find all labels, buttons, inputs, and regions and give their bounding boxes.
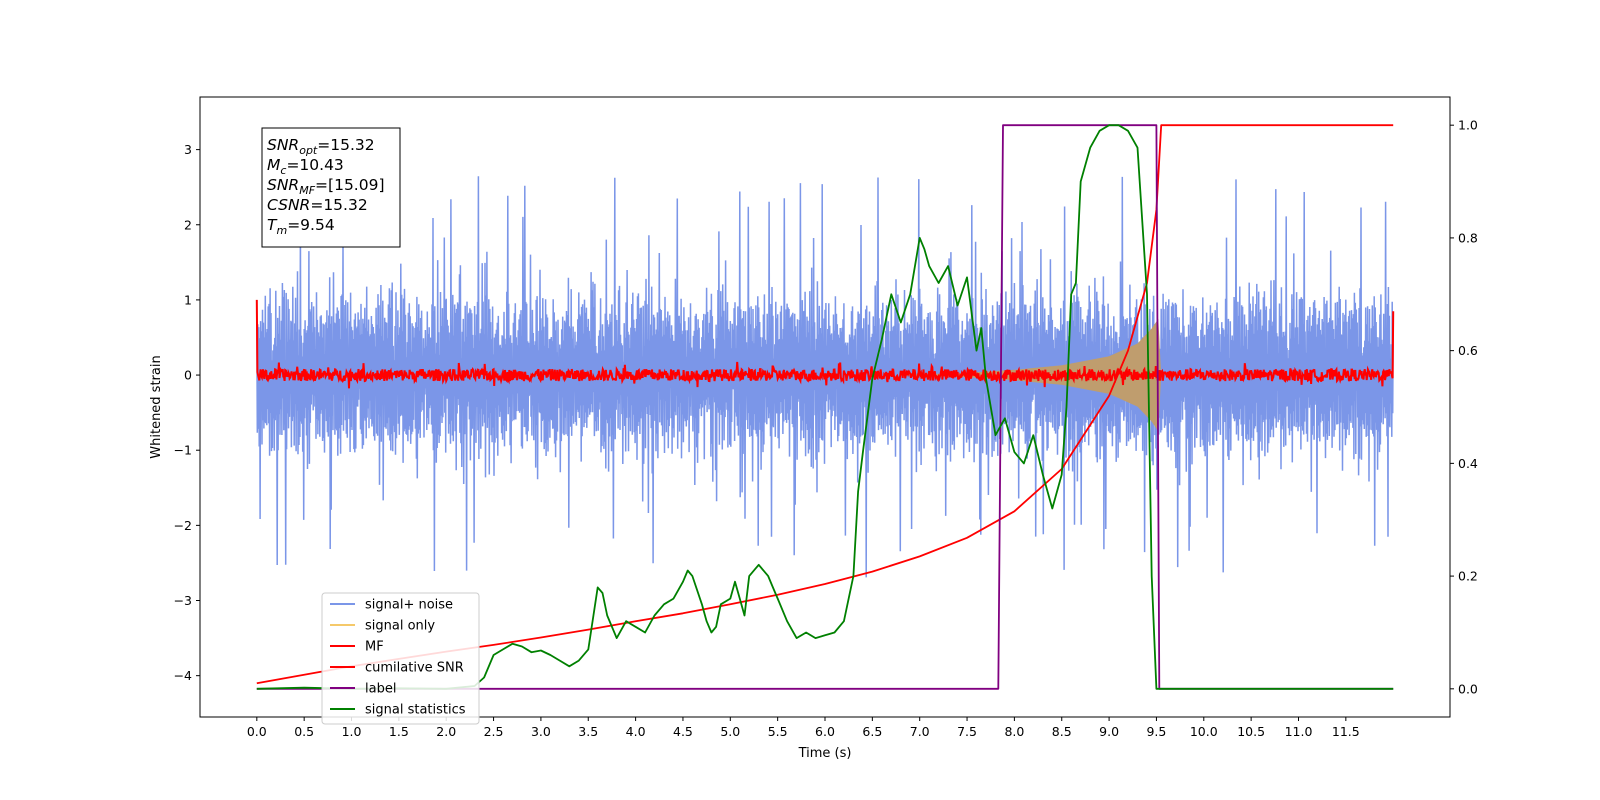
x-tick-label: 3.5 bbox=[578, 724, 598, 739]
annotation-frame bbox=[261, 127, 401, 248]
annotation-tm: Tm=9.54 bbox=[267, 216, 335, 237]
x-tick-label: 1.5 bbox=[389, 724, 409, 739]
y2-tick-label: 0.2 bbox=[1458, 569, 1478, 584]
y-tick-label: 0 bbox=[184, 368, 192, 383]
legend-label: MF bbox=[365, 640, 384, 655]
series-mf bbox=[255, 299, 1395, 389]
x-tick-label: 11.5 bbox=[1332, 724, 1360, 739]
legend: signal+ noise signal only MF cumilative SNR… bbox=[321, 592, 480, 725]
legend-label: cumilative SNR bbox=[365, 661, 464, 676]
y-axis-right: 0.0 0.2 0.4 0.6 0.8 1.0 bbox=[1450, 118, 1478, 696]
x-tick-label: 8.5 bbox=[1052, 724, 1072, 739]
y-tick-label: −4 bbox=[174, 668, 192, 683]
x-tick-label: 2.0 bbox=[436, 724, 456, 739]
legend-label: signal only bbox=[365, 619, 435, 634]
x-tick-label: 4.0 bbox=[626, 724, 646, 739]
x-tick-label: 5.5 bbox=[768, 724, 788, 739]
x-tick-label: 5.0 bbox=[720, 724, 740, 739]
x-axis: 0.0 0.5 1.0 1.5 2.0 2.5 3.0 3.5 4.0 4.5 5.0 5.5 6.0 6… bbox=[247, 717, 1360, 739]
annotation-snr_mf: SNRMF=[15.09] bbox=[267, 176, 385, 197]
x-tick-label: 3.0 bbox=[531, 724, 551, 739]
x-tick-label: 11.0 bbox=[1285, 724, 1313, 739]
legend-label: signal statistics bbox=[365, 703, 466, 718]
x-tick-label: 9.5 bbox=[1146, 724, 1166, 739]
x-tick-label: 1.0 bbox=[342, 724, 362, 739]
x-tick-label: 10.5 bbox=[1237, 724, 1265, 739]
y2-tick-label: 1.0 bbox=[1458, 118, 1478, 133]
legend-label: signal+ noise bbox=[365, 598, 453, 613]
annotation-csnr: CSNR=15.32 bbox=[267, 196, 368, 214]
x-axis-label: Time (s) bbox=[798, 746, 852, 761]
y-tick-label: 1 bbox=[184, 292, 192, 307]
y-tick-label: −3 bbox=[174, 593, 192, 608]
x-tick-label: 9.0 bbox=[1099, 724, 1119, 739]
legend-frame bbox=[321, 592, 480, 725]
x-tick-label: 7.0 bbox=[910, 724, 930, 739]
y-axis-left: −4 −3 −2 −1 0 1 2 3 bbox=[174, 142, 200, 683]
y2-tick-label: 0.6 bbox=[1458, 343, 1478, 358]
x-tick-label: 6.0 bbox=[815, 724, 835, 739]
y-tick-label: −2 bbox=[174, 518, 192, 533]
x-tick-label: 0.0 bbox=[247, 724, 267, 739]
x-tick-label: 8.0 bbox=[1004, 724, 1024, 739]
annotation-mc: Mc=10.43 bbox=[267, 156, 344, 177]
x-tick-label: 7.5 bbox=[957, 724, 977, 739]
y-tick-label: 3 bbox=[184, 142, 192, 157]
legend-label: label bbox=[365, 682, 396, 697]
y-tick-label: 2 bbox=[184, 217, 192, 232]
y-axis-label: Whitened strain bbox=[149, 355, 164, 458]
y-tick-label: −1 bbox=[174, 443, 192, 458]
x-tick-label: 2.5 bbox=[484, 724, 504, 739]
y2-tick-label: 0.8 bbox=[1458, 230, 1478, 245]
x-tick-label: 10.0 bbox=[1190, 724, 1218, 739]
series-signal-noise bbox=[256, 176, 1394, 578]
y2-tick-label: 0.0 bbox=[1458, 681, 1478, 696]
x-tick-label: 6.5 bbox=[862, 724, 882, 739]
series-signal-statistics bbox=[256, 124, 1394, 690]
annotation-box: SNRopt=15.32Mc=10.43SNRMF=[15.09]CSNR=15… bbox=[261, 127, 401, 248]
annotation-snr_opt: SNRopt=15.32 bbox=[267, 136, 375, 157]
x-tick-label: 4.5 bbox=[673, 724, 693, 739]
x-tick-label: 0.5 bbox=[294, 724, 314, 739]
y2-tick-label: 0.4 bbox=[1458, 456, 1478, 471]
